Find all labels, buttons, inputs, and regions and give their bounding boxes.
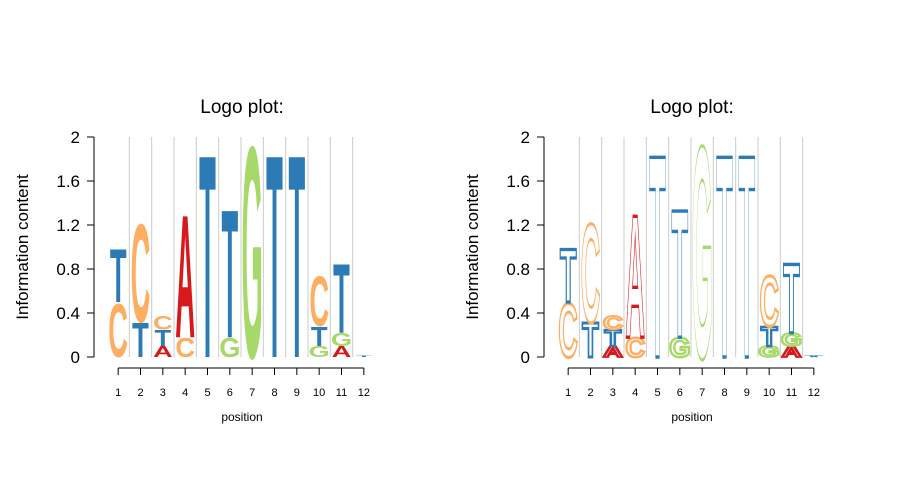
logo-letter-G: G (669, 332, 690, 363)
x-tick-label: 12 (358, 387, 370, 399)
logo-letter-G: G (242, 84, 263, 422)
x-tick-label: 5 (204, 387, 210, 399)
logo-letter-G: G (331, 329, 352, 350)
x-tick-label: 11 (786, 387, 797, 399)
x-tick-label: 10 (763, 387, 775, 399)
y-tick-label: 0 (521, 348, 530, 367)
logo-letter-T: T (311, 321, 328, 352)
y-axis-label: Information content (13, 174, 32, 320)
logo-letter-T: T (199, 94, 216, 419)
logo-letter-T: T (333, 244, 350, 354)
logo-letter-T: T (783, 244, 800, 354)
logo-letter-T: T (560, 234, 577, 319)
x-tick-label: 3 (160, 387, 166, 399)
logo-letter-C: C (581, 195, 601, 352)
logo-letter-T: T (761, 321, 778, 352)
logo-letter-T: T (805, 356, 822, 358)
x-tick-label: 2 (137, 387, 143, 399)
x-tick-label: 4 (632, 387, 638, 399)
y-tick-label: 2 (521, 128, 530, 147)
x-tick-label: 6 (227, 387, 233, 399)
x-tick-label: 3 (610, 387, 616, 399)
x-axis-label: position (671, 410, 712, 424)
logo-letter-T: T (582, 314, 599, 368)
logo-letter-T: T (266, 94, 283, 419)
logo-letter-T: T (288, 94, 305, 419)
logo-letter-A: A (625, 178, 645, 375)
logo-letter-T: T (154, 326, 171, 351)
x-axis-label: position (221, 410, 262, 424)
logo-letter-A: A (603, 343, 623, 360)
logo-letter-C: C (108, 289, 128, 374)
logo-letter-C: C (175, 332, 195, 363)
logo-letter-A: A (332, 343, 352, 360)
x-tick-label: 9 (294, 387, 300, 399)
logo-letter-G: G (759, 343, 780, 360)
y-tick-label: 1.6 (506, 172, 530, 191)
x-tick-label: 1 (115, 387, 121, 399)
panel-right: Logo plot: Information content position (463, 97, 734, 424)
x-tick-label: 6 (677, 387, 683, 399)
chart-title: Logo plot: (650, 97, 733, 118)
y-axis-label: Information content (463, 174, 482, 320)
logo-letter-C: C (309, 261, 329, 342)
x-tick-label: 8 (271, 387, 277, 399)
logo-letter-T: T (110, 234, 127, 319)
y-tick-label: 0.8 (56, 260, 80, 279)
y-tick-label: 0.8 (506, 260, 530, 279)
x-tick-label: 5 (654, 387, 660, 399)
x-tick-label: 12 (808, 387, 820, 399)
x-tick-label: 2 (587, 387, 593, 399)
logo-letter-T: T (604, 326, 621, 351)
logo-letter-A: A (175, 178, 195, 375)
logo-letter-A: A (153, 343, 173, 360)
logo-letter-T: T (221, 171, 238, 377)
logo-letter-C: C (558, 289, 578, 374)
logo-letter-C: C (131, 195, 151, 352)
logo-letter-G: G (219, 332, 240, 363)
x-tick-label: 8 (721, 387, 727, 399)
x-tick-label: 1 (565, 387, 571, 399)
panel-left: Logo plot: Information content position (13, 97, 284, 424)
y-tick-label: 0 (71, 348, 80, 367)
y-tick-label: 1.2 (506, 216, 530, 235)
logo-letter-C: C (603, 312, 623, 334)
logo-letter-T: T (649, 94, 666, 419)
logo-letter-A: A (782, 343, 802, 360)
x-tick-label: 10 (313, 387, 325, 399)
y-tick-label: 1.6 (56, 172, 80, 191)
logo-letter-G: G (692, 84, 713, 422)
logo-letter-C: C (759, 261, 779, 342)
y-tick-label: 2 (71, 128, 80, 147)
x-tick-label: 7 (699, 387, 705, 399)
logo-letter-G: G (309, 343, 330, 360)
logo-letter-T: T (355, 356, 372, 358)
logo-letter-T: T (738, 94, 755, 419)
logo-letter-T: T (716, 94, 733, 419)
y-tick-label: 0.4 (506, 304, 530, 323)
logo-letter-T: T (671, 171, 688, 377)
logo-letter-C: C (153, 312, 173, 334)
logo-letter-T: T (132, 314, 149, 368)
y-tick-label: 1.2 (56, 216, 80, 235)
chart-title: Logo plot: (200, 97, 283, 118)
x-tick-label: 11 (336, 387, 347, 399)
y-tick-label: 0.4 (56, 304, 80, 323)
logo-letter-C: C (625, 332, 645, 363)
x-tick-label: 7 (249, 387, 255, 399)
logo-letter-G: G (781, 329, 802, 350)
x-tick-label: 9 (744, 387, 750, 399)
x-tick-label: 4 (182, 387, 188, 399)
